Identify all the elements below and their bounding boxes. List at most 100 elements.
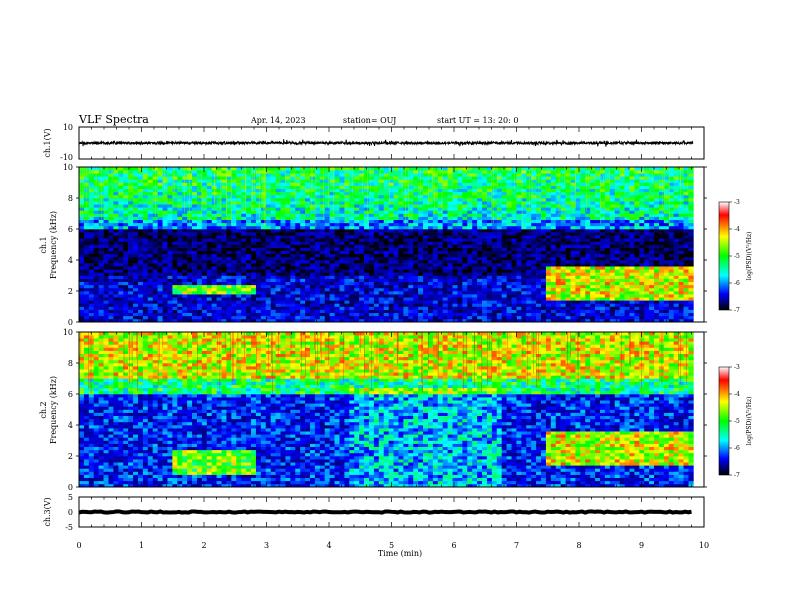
ch1-spectrogram-cell <box>373 170 380 174</box>
ch1-spectrogram-cell <box>334 294 340 298</box>
ch1-spectrogram-cell <box>383 266 389 270</box>
ch1-spectrogram-cell <box>486 309 493 313</box>
ch1-spectrogram-cell <box>98 269 104 273</box>
ch1-spectrogram-cell <box>457 191 463 196</box>
ch1-spectrogram-cell <box>477 198 483 202</box>
ch1-spectrogram-cell <box>187 300 193 304</box>
ch1-spectrogram-cell <box>128 191 134 196</box>
ch1-spectrogram-cell <box>118 253 124 258</box>
ch1-spectrogram-cell <box>373 312 380 317</box>
ch1-spectrogram-cell <box>398 207 404 211</box>
ch1-spectrogram-cell <box>133 300 139 304</box>
ch1-spectrogram-cell <box>388 300 394 304</box>
ch1-spectrogram-cell <box>295 312 301 317</box>
ch1-spectrogram-cell <box>560 253 566 258</box>
ch1-spectrogram-cell <box>236 198 242 202</box>
ch1-spectrogram-cell <box>482 185 488 189</box>
ch1-spectrogram-cell <box>423 269 429 273</box>
ch1-spectrogram-cell <box>531 284 537 289</box>
ch1-spectrogram-cell <box>167 250 173 255</box>
ch1-spectrogram-cell <box>452 260 458 264</box>
ch1-spectrogram-cell <box>275 167 281 171</box>
ch1-spectrogram-cell <box>79 266 85 270</box>
ch1-spectrogram-cell <box>427 182 434 186</box>
ch1-spectrogram-cell <box>231 179 237 183</box>
ch1-spectrogram-cell <box>349 294 355 298</box>
ch1-spectrogram-cell <box>314 260 321 264</box>
ch1-spectrogram-cell <box>196 182 203 186</box>
ch1-spectrogram-cell <box>462 260 468 264</box>
ch1-spectrogram-cell <box>378 269 385 273</box>
ch1-spectrogram-cell <box>83 263 90 267</box>
ch1-spectrogram-cell <box>285 275 291 279</box>
ch1-spectrogram-cell <box>423 210 429 214</box>
ch1-spectrogram-cell <box>467 232 473 236</box>
ch1-spectrogram-cell <box>172 303 178 307</box>
ch1-spectrogram-cell <box>300 241 306 245</box>
ch1-spectrogram-cell <box>221 318 227 323</box>
ch1-spectrogram-cell <box>142 213 149 217</box>
ch1-spectrogram-cell <box>216 235 222 239</box>
ch1-spectrogram-cell <box>187 210 193 214</box>
ch1-spectrogram-cell <box>300 250 306 255</box>
ch1-spectrogram-cell <box>93 275 99 279</box>
ch1-spectrogram-cell <box>349 238 355 242</box>
ch1-spectrogram-cell <box>300 219 306 224</box>
ch1-spectrogram-cell <box>545 241 552 245</box>
ch1-spectrogram-cell <box>98 260 104 264</box>
ch1-spectrogram-cell <box>142 188 149 193</box>
ch1-spectrogram-cell <box>349 173 355 177</box>
ch1-spectrogram-cell <box>359 232 365 236</box>
ch1-spectrogram-cell <box>486 194 493 199</box>
ch1-spectrogram-cell <box>423 263 429 267</box>
ch1-spectrogram-cell <box>221 225 227 230</box>
ch1-spectrogram-cell <box>280 179 286 183</box>
ch1-spectrogram-cell <box>255 179 262 183</box>
ch1-spectrogram-cell <box>457 185 463 189</box>
ch1-spectrogram-cell <box>108 318 114 323</box>
ch1-spectrogram-cell <box>231 250 237 255</box>
ch1-spectrogram-cell <box>408 241 414 245</box>
ch1-spectrogram-cell <box>147 272 154 276</box>
ch1-spectrogram-cell <box>79 219 85 224</box>
ch1-spectrogram-cell <box>560 219 566 224</box>
ch1-spectrogram-cell <box>182 300 188 304</box>
ch1-spectrogram-cell <box>555 250 561 255</box>
ch1-spectrogram-cell <box>216 309 222 313</box>
ch1-spectrogram-cell <box>187 170 193 174</box>
ch1-spectrogram-cell <box>452 247 458 251</box>
ch1-spectrogram-cell <box>182 315 188 320</box>
ch1-spectrogram-cell <box>329 247 335 251</box>
ch1-spectrogram-cell <box>182 269 188 273</box>
ch1-spectrogram-cell <box>83 287 90 292</box>
ch1-spectrogram-cell <box>275 173 281 177</box>
ch1-spectrogram-cell <box>251 225 257 230</box>
ch1-spectrogram-cell <box>182 284 188 289</box>
ch1-spectrogram-cell <box>260 247 267 251</box>
ch1-spectrogram-cell <box>162 300 168 304</box>
ch1-spectrogram-cell <box>521 309 527 313</box>
ch1-spectrogram-cell <box>408 207 414 211</box>
ch1-spectrogram-cell <box>167 191 173 196</box>
ch1-spectrogram-cell <box>192 207 198 211</box>
ch1-spectrogram-cell <box>506 275 512 279</box>
ch1-spectrogram-cell <box>447 191 453 196</box>
ch1-spectrogram-cell <box>88 170 95 174</box>
ch1-spectrogram-cell <box>241 176 247 180</box>
ch1-spectrogram-cell <box>162 256 168 261</box>
ch1-spectrogram-cell <box>187 253 193 258</box>
ch1-spectrogram-cell <box>241 188 247 193</box>
ch1-spectrogram-cell <box>496 315 502 320</box>
ch1-spectrogram-cell <box>521 266 527 270</box>
ch1-spectrogram-cell <box>226 253 232 258</box>
ch1-spectrogram-cell <box>93 284 99 289</box>
ch1-spectrogram-cell <box>103 272 109 276</box>
ch1-spectrogram-cell <box>511 210 517 214</box>
ch1-spectrogram-cell <box>280 188 286 193</box>
ch1-spectrogram-cell <box>536 235 542 239</box>
ch1-spectrogram-cell <box>295 291 301 295</box>
ch1-spectrogram-cell <box>373 216 380 220</box>
ch1-spectrogram-cell <box>255 235 262 239</box>
ch1-spectrogram-cell <box>310 287 316 292</box>
ch1-spectrogram-cell <box>265 244 271 248</box>
